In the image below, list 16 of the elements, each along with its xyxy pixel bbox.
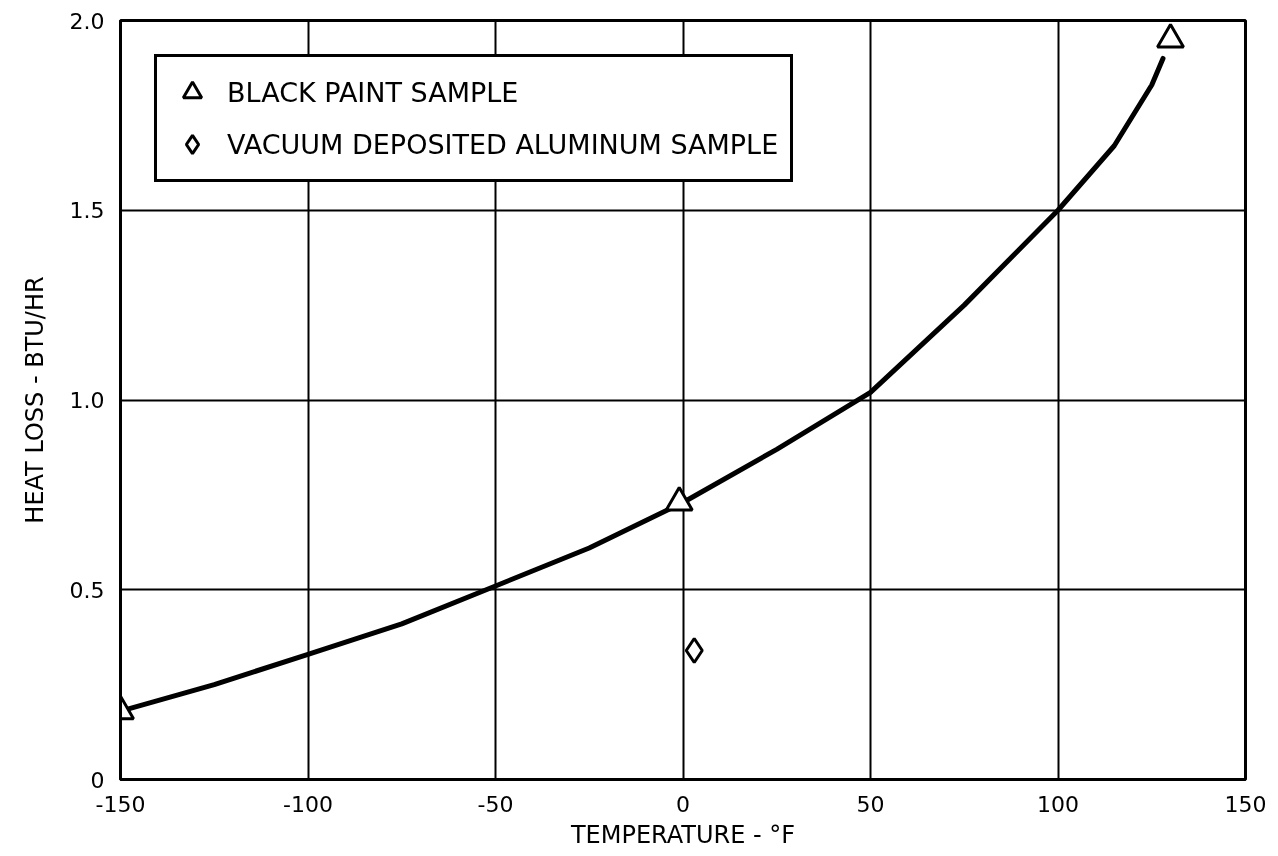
y-tick-label: 2.0 <box>69 8 105 34</box>
x-axis-title: TEMPERATURE - °F <box>569 820 796 849</box>
y-tick-label: 0 <box>90 767 105 793</box>
x-tick-label: -50 <box>477 791 514 817</box>
y-tick-label: 1.0 <box>69 388 105 413</box>
legend-label: VACUUM DEPOSITED ALUMINUM SAMPLE <box>227 128 779 160</box>
y-tick-label: 0.5 <box>69 577 105 603</box>
x-tick-label: -100 <box>283 791 333 817</box>
x-tick-label: -150 <box>95 791 146 817</box>
legend-label: BLACK PAINT SAMPLE <box>227 76 519 108</box>
x-tick-label: 0 <box>676 791 690 817</box>
x-tick-label: 100 <box>1037 791 1079 817</box>
x-tick-label: 50 <box>856 791 885 817</box>
y-axis-title: HEAT LOSS - BTU/HR <box>20 276 49 524</box>
y-tick-label: 1.5 <box>69 198 105 224</box>
x-tick-label: 150 <box>1224 791 1267 817</box>
